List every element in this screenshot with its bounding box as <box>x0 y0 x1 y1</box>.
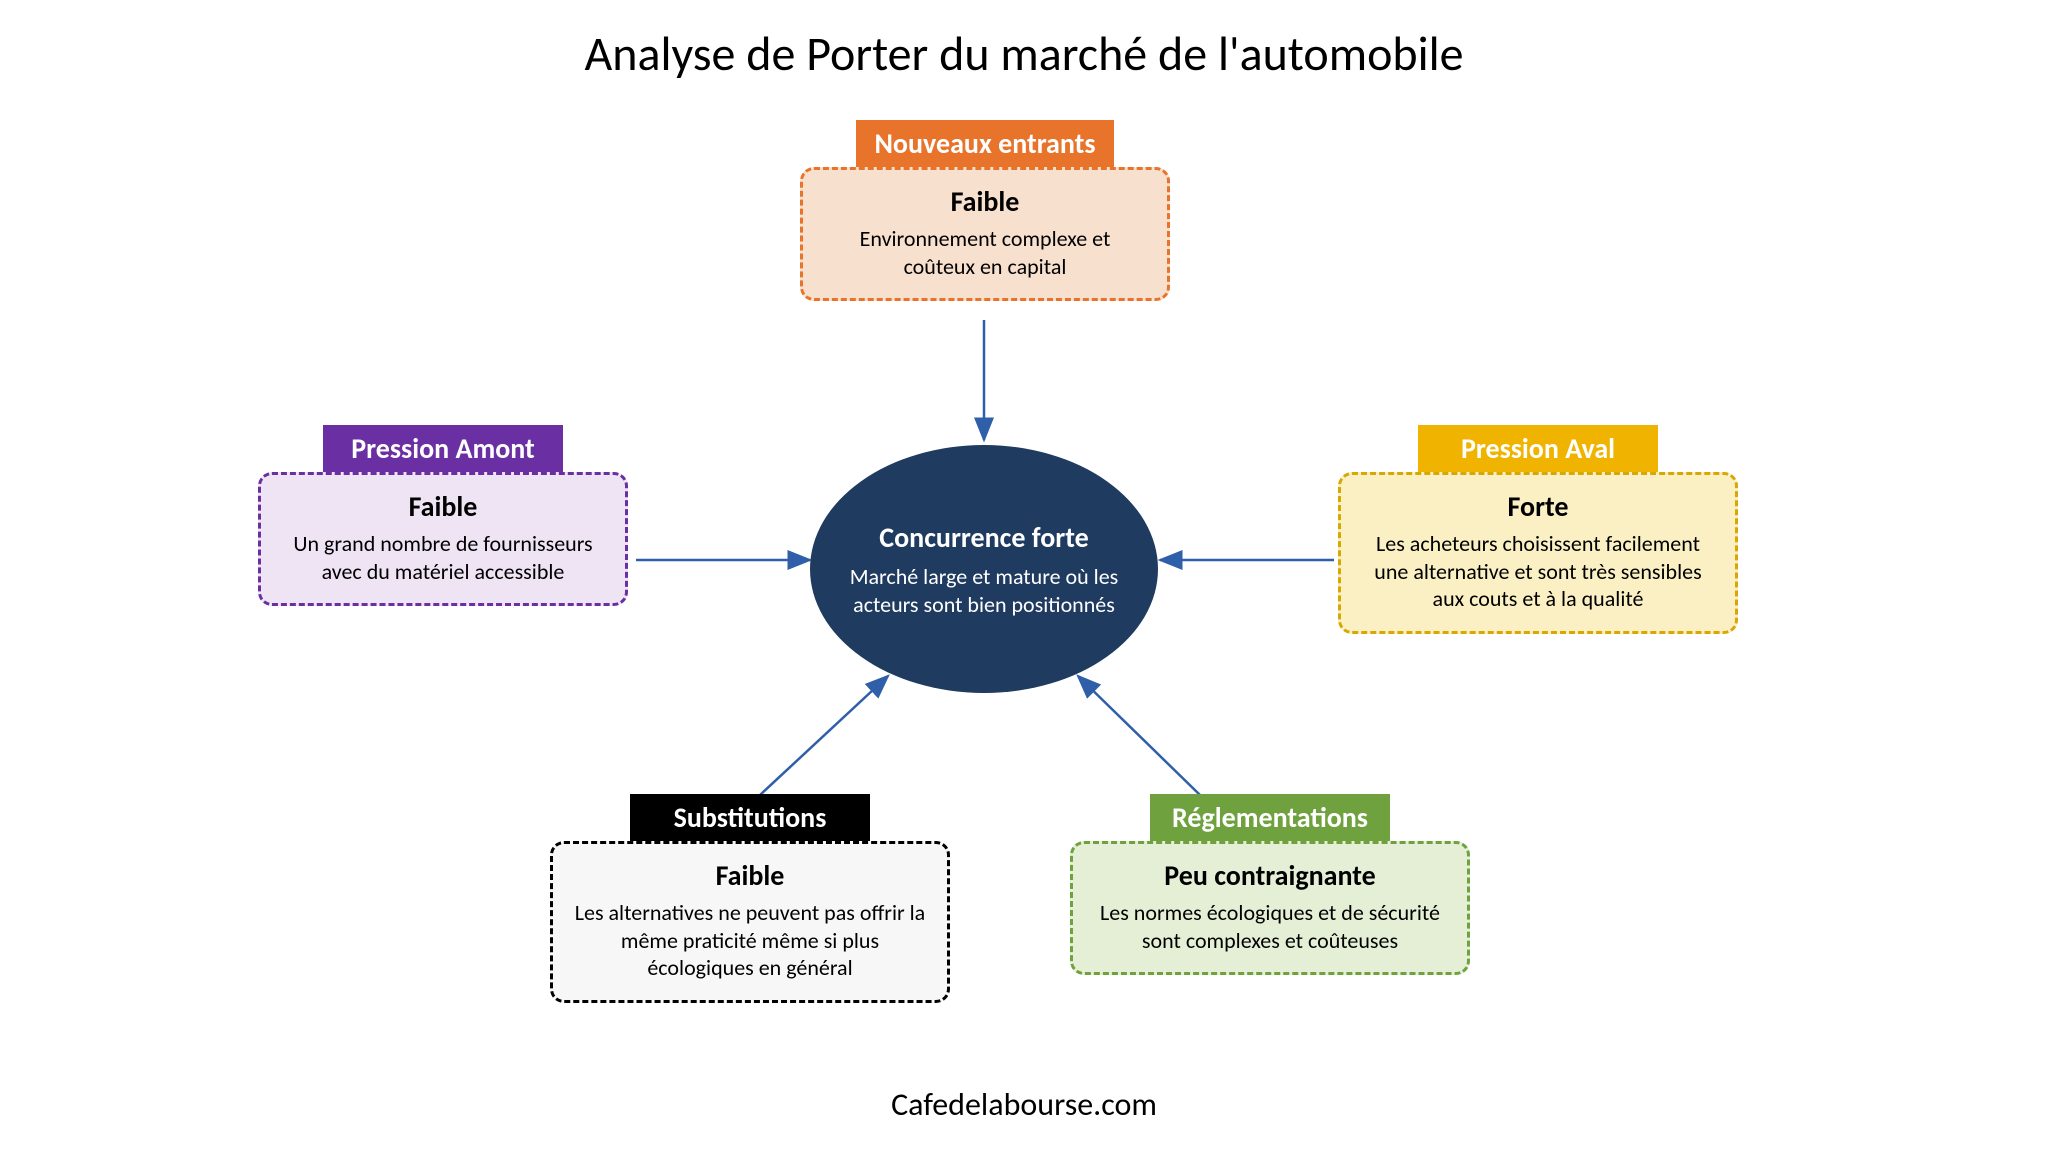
force-level: Forte <box>1361 489 1715 524</box>
force-regulations: Réglementations Peu contraignante Les no… <box>1070 794 1470 975</box>
force-level: Peu contraignante <box>1093 858 1447 893</box>
force-substitutes: Substitutions Faible Les alternatives ne… <box>550 794 950 1003</box>
source-credit: Cafedelabourse.com <box>0 1085 2048 1124</box>
force-box: Peu contraignante Les normes écologiques… <box>1070 841 1470 975</box>
force-desc: Les normes écologiques et de sécurité so… <box>1093 899 1447 954</box>
force-level: Faible <box>573 858 927 893</box>
diagram-title: Analyse de Porter du marché de l'automob… <box>0 24 2048 83</box>
force-desc: Les alternatives ne peuvent pas offrir l… <box>573 899 927 982</box>
force-box: Faible Environnement complexe et coûteux… <box>800 167 1170 301</box>
center-title: Concurrence forte <box>879 520 1088 555</box>
force-header: Substitutions <box>630 794 870 841</box>
force-header: Nouveaux entrants <box>856 120 1113 167</box>
force-box: Forte Les acheteurs choisissent facileme… <box>1338 472 1738 634</box>
force-level: Faible <box>823 184 1147 219</box>
force-box: Faible Les alternatives ne peuvent pas o… <box>550 841 950 1003</box>
force-new-entrants: Nouveaux entrants Faible Environnement c… <box>800 120 1170 301</box>
force-desc: Un grand nombre de fournisseurs avec du … <box>281 530 605 585</box>
center-competition: Concurrence forte Marché large et mature… <box>810 445 1158 693</box>
force-box: Faible Un grand nombre de fournisseurs a… <box>258 472 628 606</box>
force-supplier-power: Pression Amont Faible Un grand nombre de… <box>258 425 628 606</box>
force-buyer-power: Pression Aval Forte Les acheteurs choisi… <box>1338 425 1738 634</box>
force-header: Pression Aval <box>1418 425 1658 472</box>
force-header: Réglementations <box>1150 794 1390 841</box>
force-desc: Environnement complexe et coûteux en cap… <box>823 225 1147 280</box>
force-level: Faible <box>281 489 605 524</box>
force-header: Pression Amont <box>323 425 563 472</box>
force-desc: Les acheteurs choisissent facilement une… <box>1361 530 1715 613</box>
center-body: Marché large et mature où les acteurs so… <box>810 563 1158 618</box>
